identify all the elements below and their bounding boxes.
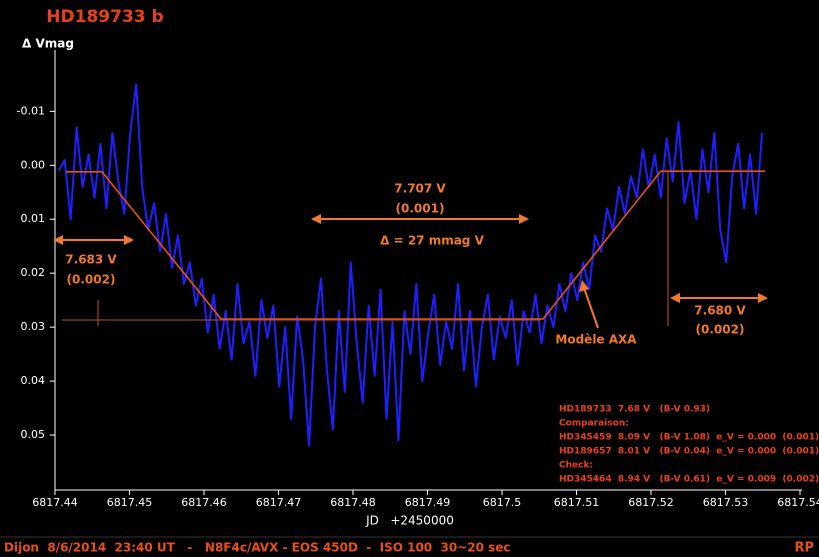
y-tick-label: 0.03 — [21, 320, 46, 333]
info-line: HD345459 8.09 V (B-V 1.08) e_V = 0.000 (… — [559, 433, 819, 443]
x-tick-label: 6817.44 — [32, 496, 78, 509]
info-line: HD189733 7.68 V (B-V 0.93) — [559, 405, 710, 415]
arrow — [53, 214, 768, 329]
x-tick-label: 6817.49 — [405, 496, 451, 509]
x-tick-label: 6817.46 — [181, 496, 227, 509]
x-tick-label: 6817.47 — [256, 496, 302, 509]
footer: Dijon 8/6/2014 23:40 UT - N8F4c/AVX - EO… — [4, 541, 511, 555]
info-line: HD345464 8.94 V (B-V 0.61) e_V = 0.009 (… — [559, 475, 819, 485]
plot-area — [57, 83, 765, 447]
x-tick-label: 6817.45 — [107, 496, 153, 509]
x-axis-label: JD +2450000 — [365, 514, 454, 528]
x-tick-label: 6817.48 — [330, 496, 376, 509]
annotation: 7.683 V — [65, 253, 117, 267]
x-tick-label: 6817.53 — [703, 496, 749, 509]
x-tick-label: 6817.52 — [628, 496, 674, 509]
series-line — [66, 170, 765, 320]
annotation: (0.001) — [396, 202, 445, 216]
annotation: 7.680 V — [694, 304, 746, 318]
y-tick-label: 0.04 — [21, 374, 46, 387]
annotation: Δ = 27 mmag V — [380, 234, 484, 248]
annotation: 7.707 V — [394, 182, 446, 196]
annotation: (0.002) — [696, 323, 745, 337]
y-tick-label: 0.01 — [21, 212, 46, 225]
y-tick-label: -0.01 — [17, 104, 45, 117]
info-line: HD189657 8.01 V (B-V 0.04) e_V = 0.000 (… — [559, 447, 819, 457]
footer-right: RP — [794, 541, 814, 556]
x-tick-label: 6817.5 — [483, 496, 522, 509]
x-tick-label: 6817.51 — [554, 496, 600, 509]
y-tick-label: 0.02 — [21, 266, 46, 279]
info-line: Check: — [559, 461, 593, 471]
annotation: (0.002) — [67, 273, 116, 287]
x-tick-label: 6817.54 — [777, 496, 819, 509]
annotation: Modèle AXA — [555, 333, 637, 347]
series-line — [57, 83, 763, 447]
y-axis-label: Δ Vmag — [22, 37, 74, 51]
info-line: Comparaison: — [559, 419, 629, 429]
chart-title: HD189733 b — [46, 7, 163, 27]
y-tick-label: 0.00 — [21, 158, 46, 171]
y-tick-label: 0.05 — [21, 428, 46, 441]
